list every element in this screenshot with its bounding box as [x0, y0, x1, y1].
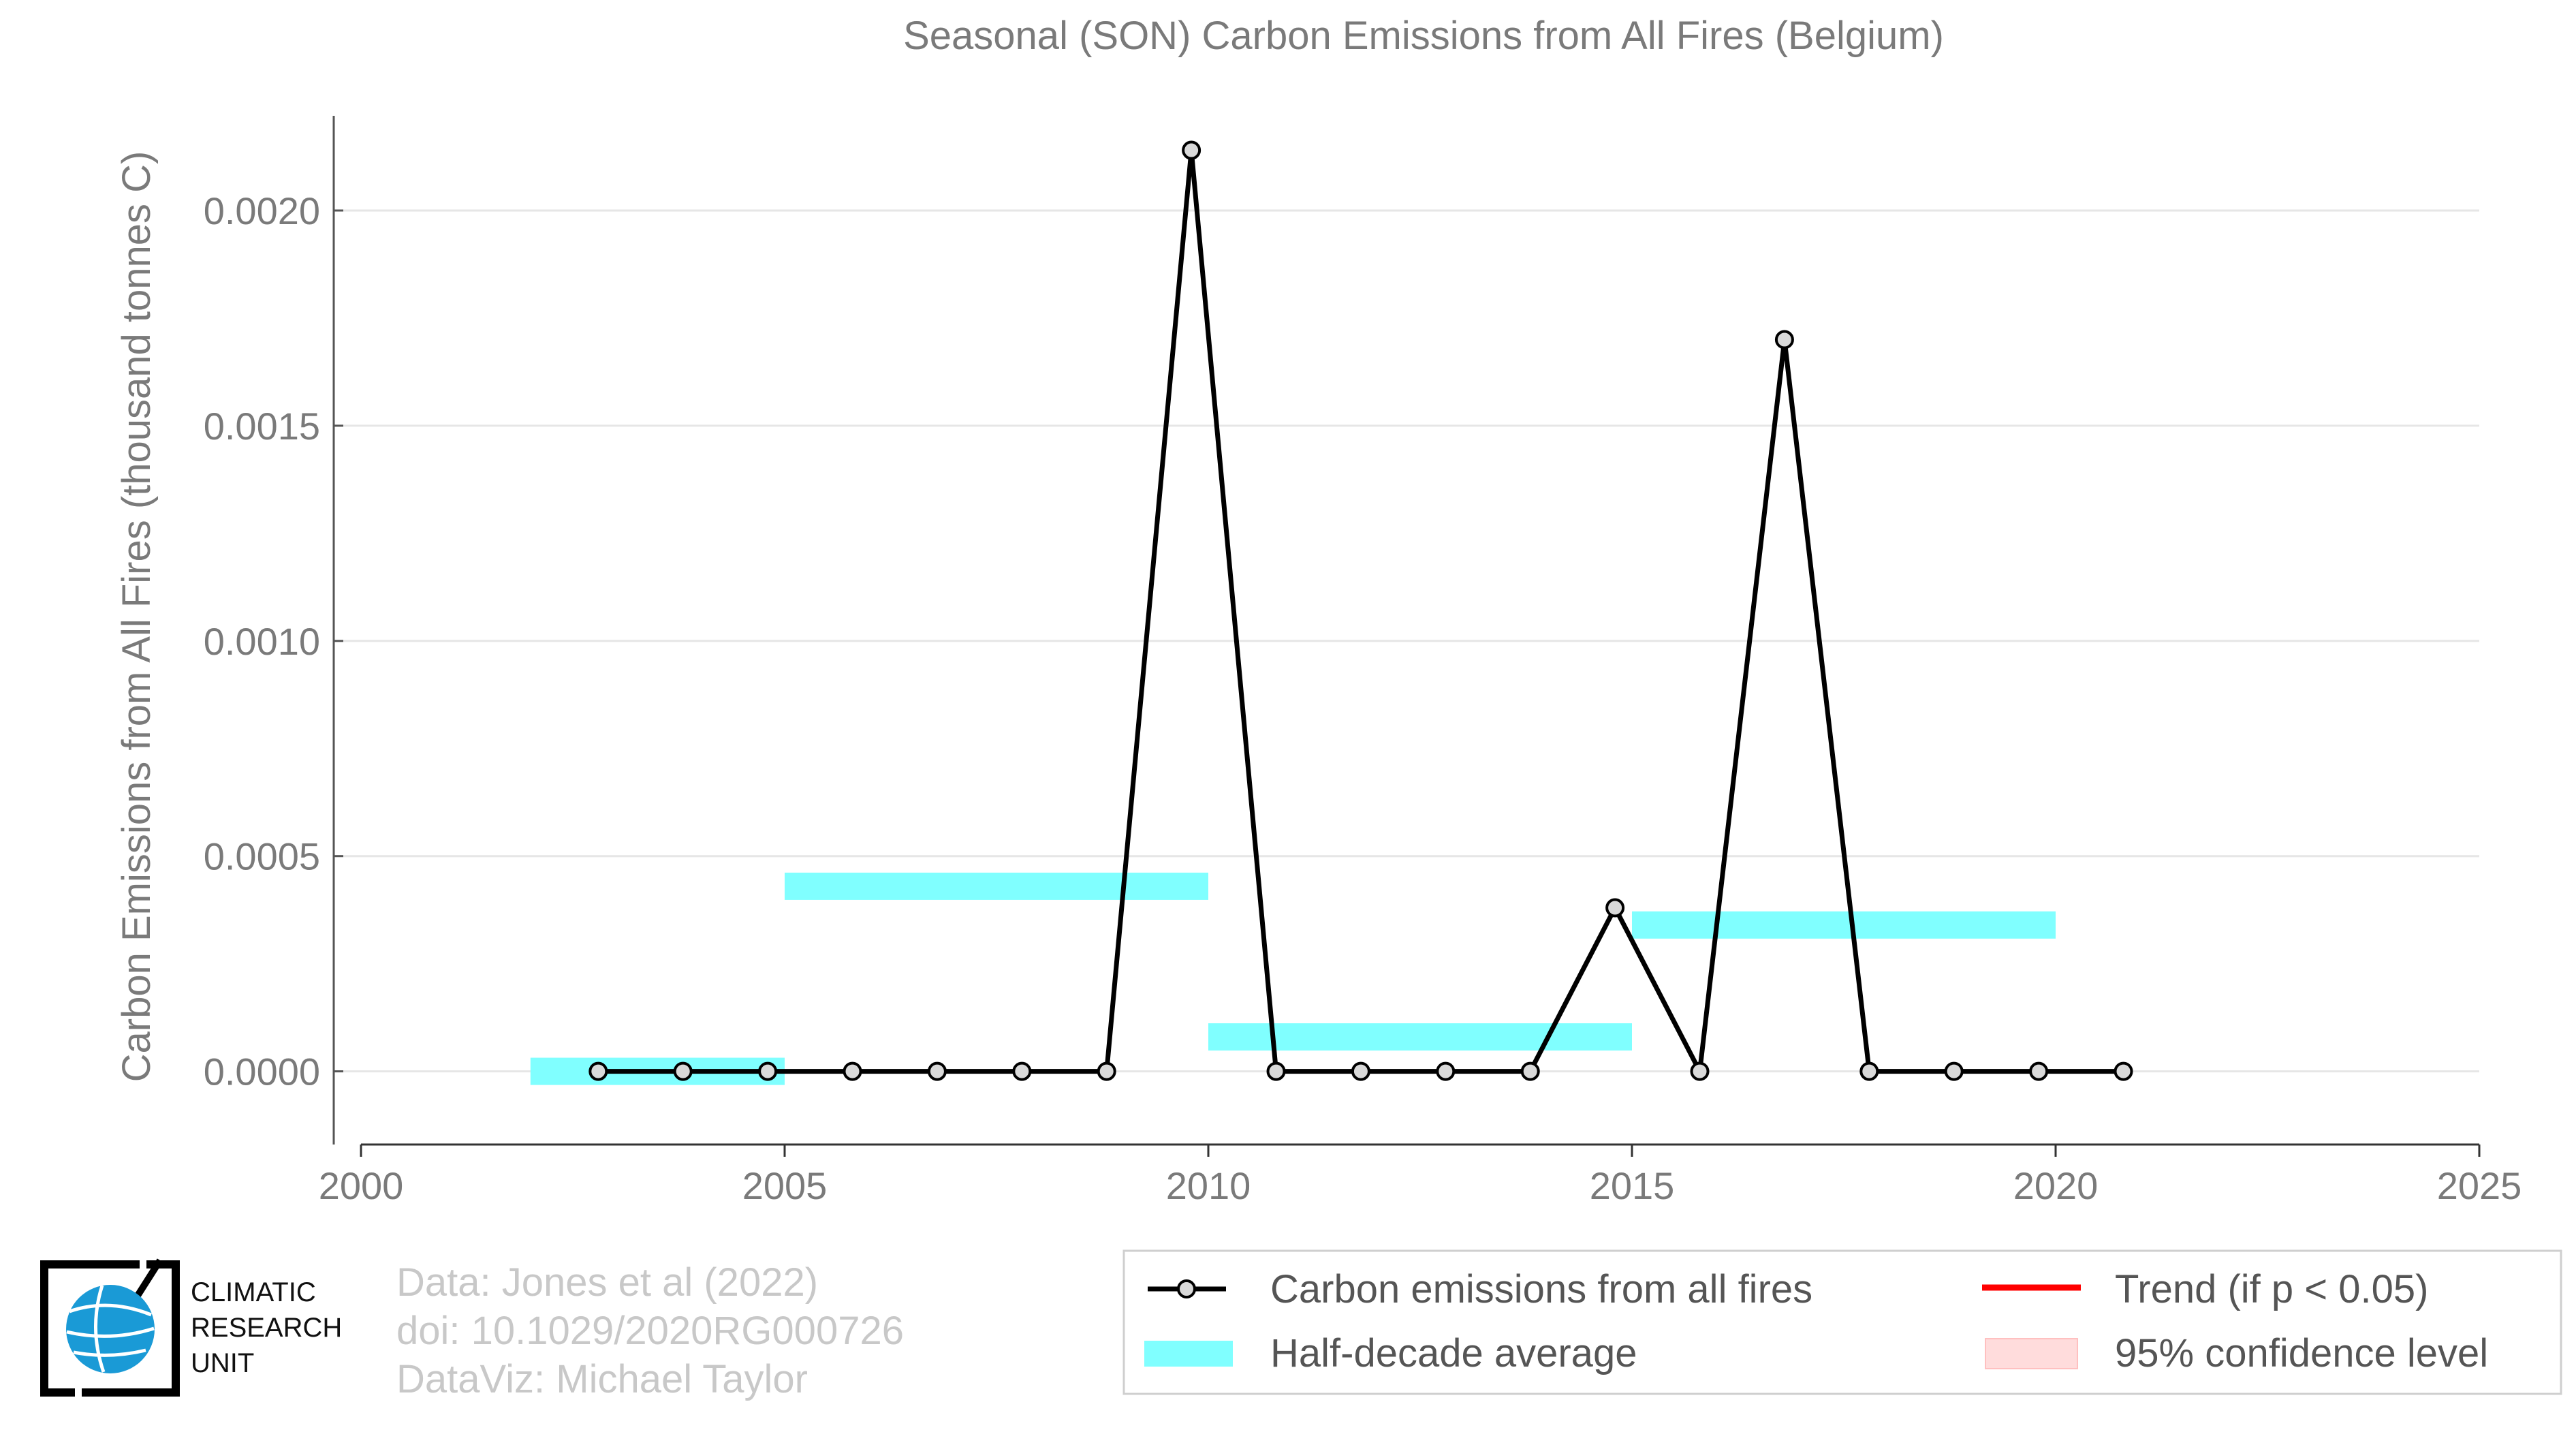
emissions-data-point — [1774, 330, 1794, 349]
emissions-data-point — [1605, 898, 1625, 918]
emissions-data-point — [1859, 1061, 1879, 1081]
legend-box — [1122, 1249, 2562, 1395]
credit-doi: doi: 10.1029/2020RG000726 — [396, 1309, 904, 1353]
emissions-data-point — [1351, 1061, 1370, 1081]
emissions-data-point — [2114, 1061, 2133, 1081]
x-tick-label: 2005 — [742, 1164, 828, 1207]
credit-dataviz: DataViz: Michael Taylor — [396, 1357, 808, 1401]
chart-title: Seasonal (SON) Carbon Emissions from All… — [903, 14, 1944, 58]
emissions-data-point — [1944, 1061, 1964, 1081]
x-tick-label: 2025 — [2437, 1164, 2522, 1207]
emissions-data-point — [927, 1061, 947, 1081]
legend-label-confidence: 95% confidence level — [2115, 1331, 2488, 1375]
emissions-data-point — [1690, 1061, 1710, 1081]
emissions-data-point — [843, 1061, 862, 1081]
y-tick-label: 0.0000 — [204, 1050, 320, 1093]
credit-data-source: Data: Jones et al (2022) — [396, 1260, 818, 1305]
emissions-data-point — [1012, 1061, 1032, 1081]
legend-swatch-confidence — [1985, 1338, 2078, 1369]
half-decade-average-band — [1632, 911, 2056, 939]
logo-frame-slash — [133, 1258, 163, 1300]
emissions-data-point — [1520, 1061, 1540, 1081]
y-tick-label: 0.0005 — [204, 835, 320, 878]
emissions-data-point — [1097, 1061, 1116, 1081]
half-decade-average-bands — [530, 872, 2056, 1085]
half-decade-average-band — [1208, 1023, 1632, 1051]
y-axis-label: Carbon Emissions from All Fires (thousan… — [114, 151, 159, 1083]
emissions-data-point — [1266, 1061, 1286, 1081]
legend-marker-emissions — [1177, 1279, 1196, 1298]
logo-text-research: RESEARCH — [191, 1313, 342, 1343]
emissions-data-point — [2029, 1061, 2049, 1081]
x-tick-label: 2000 — [319, 1164, 404, 1207]
series-layer — [588, 140, 2133, 1081]
x-tick-label: 2010 — [1166, 1164, 1251, 1207]
logo-text-climatic: CLIMATIC — [191, 1277, 316, 1307]
globe-icon — [66, 1285, 155, 1373]
half-decade-average-band — [785, 872, 1208, 900]
y-tick-label: 0.0010 — [204, 620, 320, 663]
legend-label-emissions: Carbon emissions from all fires — [1270, 1267, 1812, 1311]
grid-lines — [334, 209, 2479, 1073]
logo-text-unit: UNIT — [191, 1348, 254, 1378]
y-tick-label: 0.0020 — [204, 189, 320, 232]
globe-lines-icon — [66, 1285, 155, 1373]
emissions-data-point — [673, 1061, 693, 1081]
tick-labels: 0.0000 0.0005 0.0010 0.0015 0.0020 2000 2005 20… — [204, 189, 2522, 1207]
logo-frame-left-bracket — [40, 1260, 140, 1397]
y-tick-label: 0.0015 — [204, 405, 320, 448]
legend-label-trend: Trend (if p < 0.05) — [2115, 1267, 2428, 1311]
legend: Carbon emissions from all fires Half-dec… — [1122, 1249, 2562, 1395]
legend-label-half-decade: Half-decade average — [1270, 1331, 1637, 1375]
x-tick-label: 2020 — [2013, 1164, 2099, 1207]
emissions-data-point — [758, 1061, 778, 1081]
emissions-data-point — [588, 1061, 608, 1081]
emissions-data-point — [1182, 140, 1201, 160]
cru-logo: CLIMATIC RESEARCH UNIT — [40, 1258, 342, 1397]
legend-swatch-half-decade — [1144, 1341, 1233, 1367]
x-tick-label: 2015 — [1590, 1164, 1675, 1207]
emissions-data-point — [1436, 1061, 1456, 1081]
axes — [332, 116, 2481, 1157]
